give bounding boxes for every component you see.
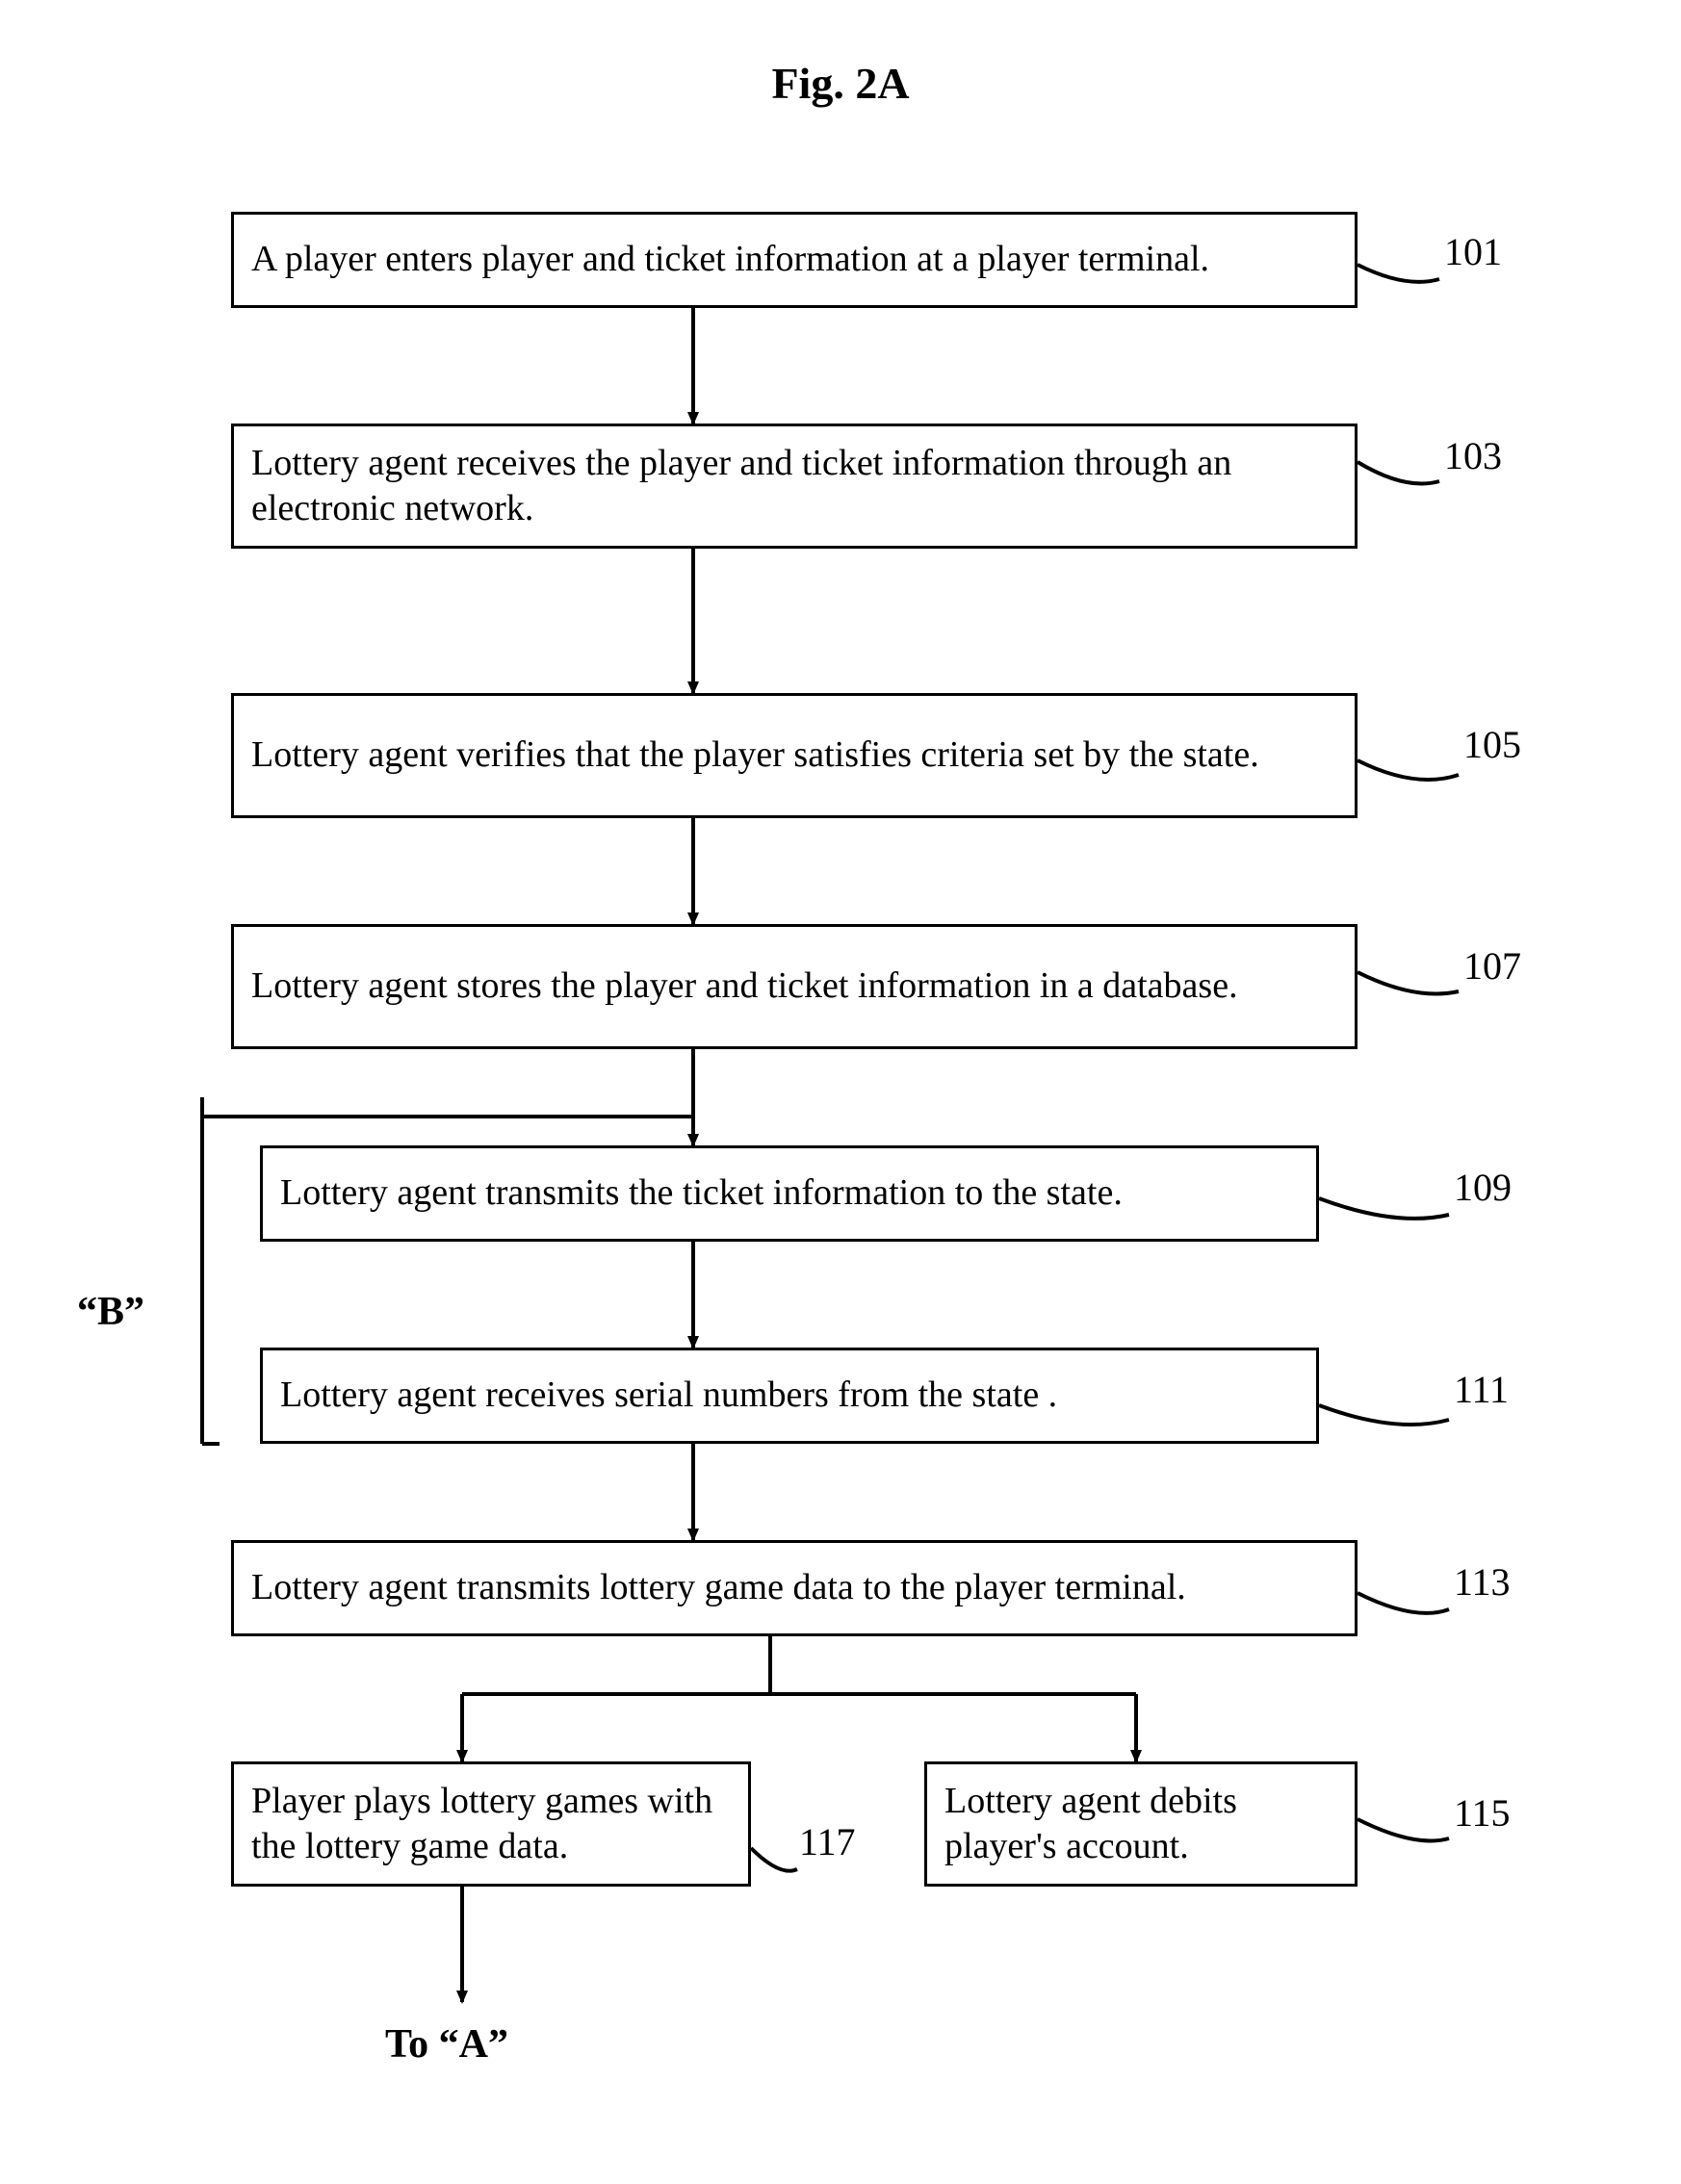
ref-label-115: 115 — [1454, 1790, 1511, 1836]
flow-box-113: Lottery agent transmits lottery game dat… — [231, 1540, 1358, 1636]
ref-label-105: 105 — [1463, 722, 1521, 767]
ref-label-117: 117 — [799, 1819, 856, 1864]
connector-to-a-label: To “A” — [385, 2021, 508, 2068]
flow-box-117: Player plays lottery games with the lott… — [231, 1761, 751, 1887]
flowchart-page: Fig. 2A A player enters player and ticke… — [0, 0, 1681, 2184]
ref-label-101: 101 — [1444, 229, 1502, 274]
flow-box-105: Lottery agent verifies that the player s… — [231, 693, 1358, 818]
flow-box-111: Lottery agent receives serial numbers fr… — [260, 1348, 1319, 1444]
flow-box-107: Lottery agent stores the player and tick… — [231, 924, 1358, 1049]
flow-box-103: Lottery agent receives the player and ti… — [231, 424, 1358, 549]
ref-label-103: 103 — [1444, 433, 1502, 478]
ref-label-113: 113 — [1454, 1559, 1511, 1605]
ref-label-107: 107 — [1463, 943, 1521, 989]
flow-box-109: Lottery agent transmits the ticket infor… — [260, 1145, 1319, 1242]
flow-box-101: A player enters player and ticket inform… — [231, 212, 1358, 308]
ref-label-109: 109 — [1454, 1165, 1512, 1210]
ref-label-111: 111 — [1454, 1367, 1509, 1412]
bracket-b-label: “B” — [77, 1289, 144, 1335]
figure-title: Fig. 2A — [0, 58, 1681, 109]
flow-box-115: Lottery agent debits player's account. — [924, 1761, 1358, 1887]
